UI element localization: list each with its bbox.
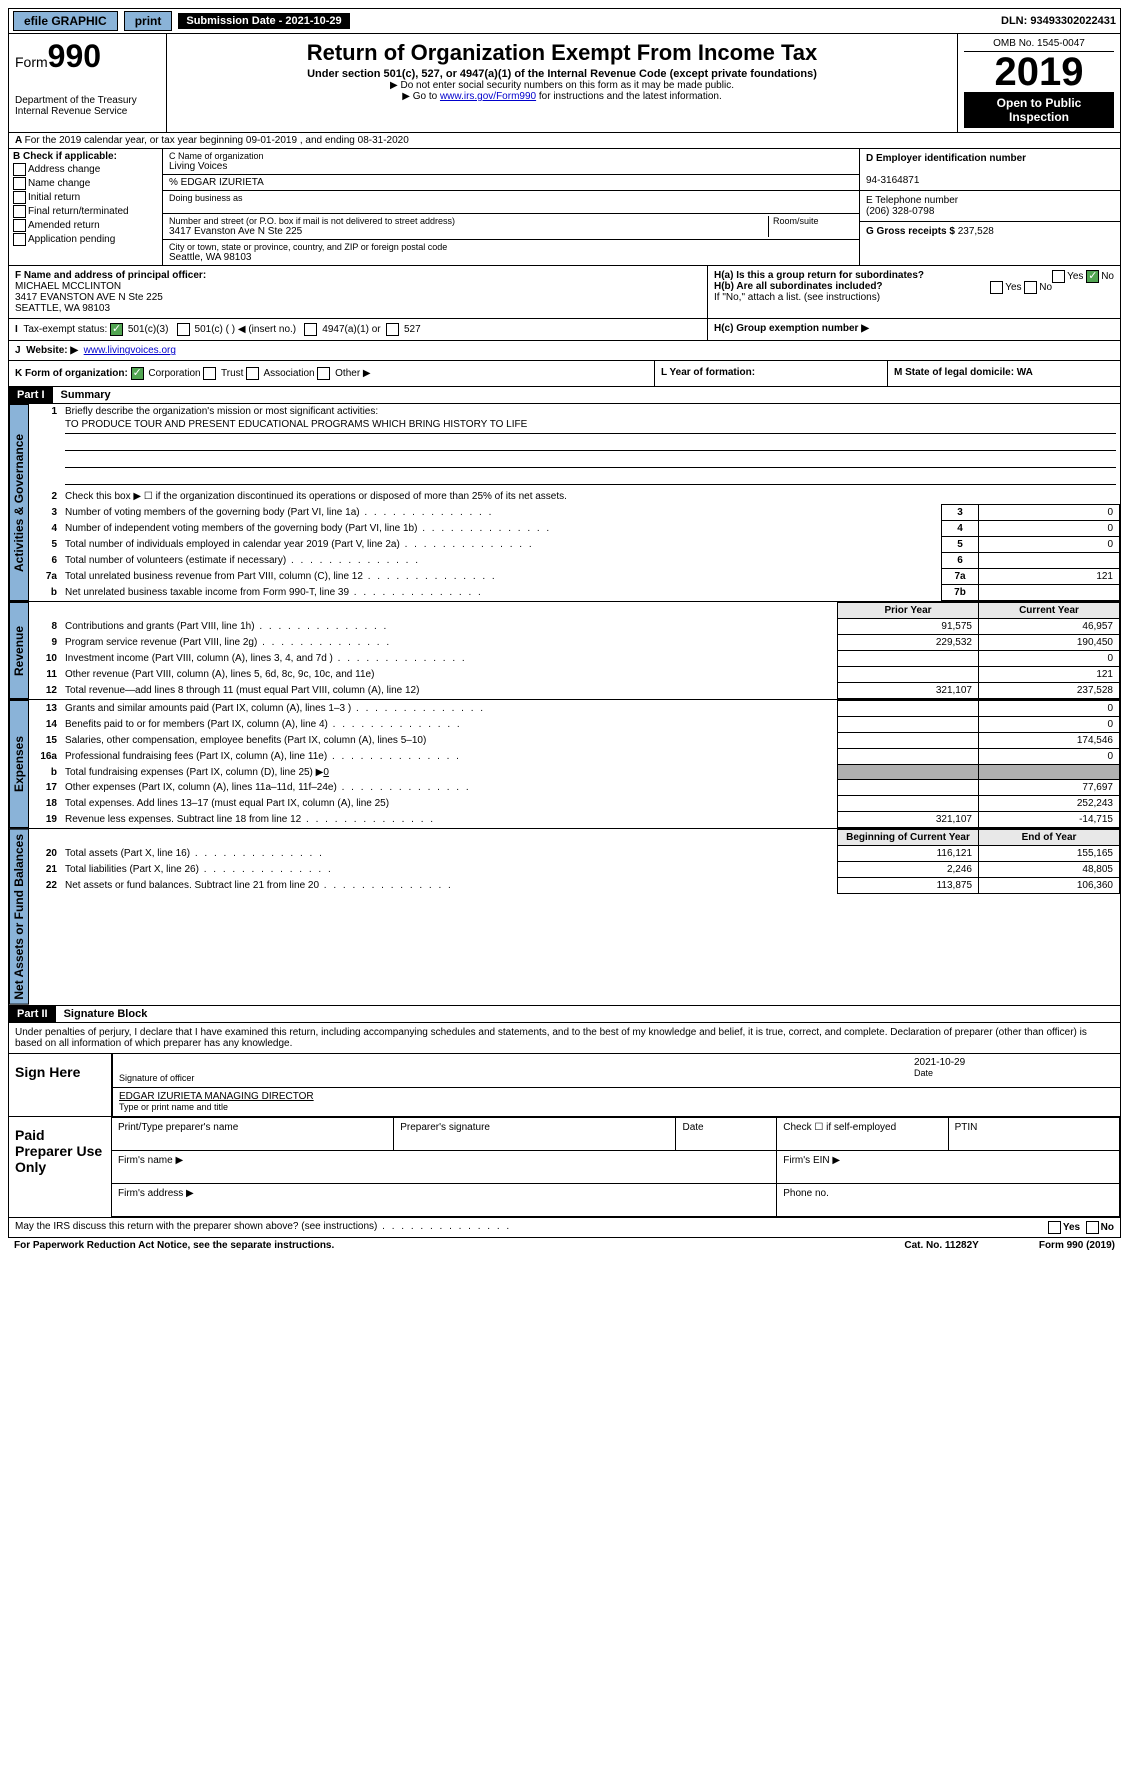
part2-header: Part II Signature Block	[8, 1006, 1121, 1023]
sign-date: 2021-10-29	[914, 1057, 965, 1068]
final-return-checkbox[interactable]: Final return/terminated	[13, 205, 158, 218]
mission-text: TO PRODUCE TOUR AND PRESENT EDUCATIONAL …	[65, 419, 1116, 434]
officer-name: MICHAEL MCCLINTON	[15, 281, 121, 292]
section-a: A For the 2019 calendar year, or tax yea…	[8, 133, 1121, 149]
revenue-section: Revenue Prior YearCurrent Year 8Contribu…	[8, 602, 1121, 700]
top-bar: efile GRAPHIC print Submission Date - 20…	[8, 8, 1121, 34]
section-c: C Name of organization Living Voices % E…	[163, 149, 859, 265]
line4-val: 0	[979, 521, 1120, 537]
telephone: (206) 328-0798	[866, 206, 934, 217]
tax-year: 2019	[964, 52, 1114, 92]
form-number: Form990	[15, 38, 160, 75]
dept-label: Department of the Treasury	[15, 95, 160, 106]
net-assets-section: Net Assets or Fund Balances Beginning of…	[8, 829, 1121, 1006]
street-address: 3417 Evanston Ave N Ste 225	[169, 226, 768, 237]
discuss-row: May the IRS discuss this return with the…	[8, 1218, 1121, 1238]
irs-link[interactable]: www.irs.gov/Form990	[440, 91, 536, 102]
name-change-checkbox[interactable]: Name change	[13, 177, 158, 190]
form-title: Return of Organization Exempt From Incom…	[173, 40, 951, 66]
section-b: B Check if applicable: Address change Na…	[9, 149, 163, 265]
section-ij: I Tax-exempt status: 501(c)(3) 501(c) ( …	[8, 319, 1121, 341]
paid-preparer-row: Paid Preparer Use Only Print/Type prepar…	[8, 1117, 1121, 1218]
subtitle-1: Under section 501(c), 527, or 4947(a)(1)…	[173, 68, 951, 80]
form-header: Form990 Department of the Treasury Inter…	[8, 34, 1121, 133]
print-button[interactable]: print	[124, 11, 173, 31]
header-block: B Check if applicable: Address change Na…	[8, 149, 1121, 266]
footer-line: For Paperwork Reduction Act Notice, see …	[8, 1238, 1121, 1253]
irs-label: Internal Revenue Service	[15, 106, 160, 117]
section-klm: K Form of organization: Corporation Trus…	[8, 361, 1121, 387]
dln: DLN: 93493302022431	[1001, 15, 1116, 27]
city-state-zip: Seattle, WA 98103	[169, 252, 853, 263]
line5-val: 0	[979, 537, 1120, 553]
part1-header: Part I Summary	[8, 387, 1121, 404]
submission-date: Submission Date - 2021-10-29	[178, 13, 349, 29]
section-j: J Website: ▶ www.livingvoices.org	[8, 341, 1121, 361]
activities-governance-section: Activities & Governance 1 Briefly descri…	[8, 404, 1121, 602]
na-tab: Net Assets or Fund Balances	[9, 829, 29, 1005]
expenses-section: Expenses 13Grants and similar amounts pa…	[8, 700, 1121, 829]
rev-tab: Revenue	[9, 602, 29, 699]
subtitle-2: ▶ Do not enter social security numbers o…	[173, 80, 951, 91]
care-of: % EDGAR IZURIETA	[163, 175, 859, 191]
exp-tab: Expenses	[9, 700, 29, 828]
section-fh: F Name and address of principal officer:…	[8, 266, 1121, 319]
ein: 94-3164871	[866, 175, 919, 186]
section-deg: D Employer identification number 94-3164…	[859, 149, 1120, 265]
sign-here-row: Sign Here Signature of officer 2021-10-2…	[8, 1054, 1121, 1117]
open-public-badge: Open to Public Inspection	[964, 92, 1114, 128]
efile-button[interactable]: efile GRAPHIC	[13, 11, 118, 31]
line6-val	[979, 553, 1120, 569]
typed-name: EDGAR IZURIETA MANAGING DIRECTOR	[119, 1091, 314, 1102]
addr-change-checkbox[interactable]: Address change	[13, 163, 158, 176]
subtitle-3: ▶ Go to www.irs.gov/Form990 for instruct…	[173, 91, 951, 102]
501c3-checkbox[interactable]	[110, 323, 123, 336]
initial-return-checkbox[interactable]: Initial return	[13, 191, 158, 204]
line7b-val	[979, 585, 1120, 601]
line7a-val: 121	[979, 569, 1120, 585]
ag-tab: Activities & Governance	[9, 404, 29, 601]
gross-receipts: 237,528	[958, 226, 994, 237]
declaration-text: Under penalties of perjury, I declare th…	[8, 1023, 1121, 1054]
app-pending-checkbox[interactable]: Application pending	[13, 233, 158, 246]
website-link[interactable]: www.livingvoices.org	[84, 345, 176, 356]
amended-checkbox[interactable]: Amended return	[13, 219, 158, 232]
line3-val: 0	[979, 505, 1120, 521]
org-name: Living Voices	[169, 161, 853, 172]
